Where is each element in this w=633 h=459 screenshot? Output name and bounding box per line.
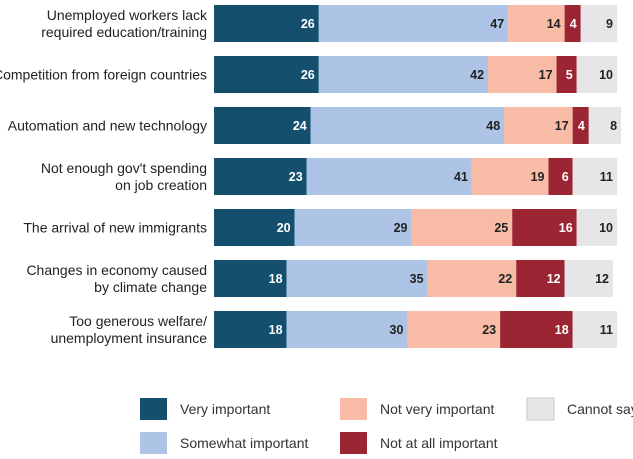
data-label: 25 (494, 221, 508, 235)
data-label: 18 (269, 323, 283, 337)
bar-segment-not-very-important (471, 158, 549, 195)
bar-segment-very-important (214, 311, 287, 348)
bar-segment-cannot-say (576, 209, 617, 246)
data-label: 14 (547, 17, 561, 31)
bar-segment-very-important (214, 5, 319, 42)
legend-swatch-not-very-important (340, 398, 367, 420)
bar-segment-cannot-say (576, 56, 617, 93)
category-label: Unemployed workers lack required educatio… (41, 7, 208, 40)
data-label: 48 (486, 119, 500, 133)
category-label: The arrival of new immigrants (23, 220, 207, 236)
category-labels: Unemployed workers lack required educatio… (0, 7, 208, 346)
legend-swatch-very-important (140, 398, 167, 420)
bar-segment-somewhat-important (318, 5, 509, 42)
legend-label-somewhat-important: Somewhat important (180, 435, 309, 451)
data-label: 16 (559, 221, 573, 235)
bar-segment-somewhat-important (286, 311, 408, 348)
data-label: 30 (390, 323, 404, 337)
bar-segment-not-very-important (504, 107, 573, 144)
data-label: 11 (600, 170, 613, 184)
data-label: 18 (555, 323, 569, 337)
bar-segment-cannot-say (588, 107, 622, 144)
data-label: 29 (394, 221, 408, 235)
data-label: 23 (482, 323, 496, 337)
category-label: Not enough gov't spending on job creation (41, 160, 207, 193)
data-label: 4 (578, 119, 585, 133)
data-label: 20 (277, 221, 291, 235)
data-label: 24 (293, 119, 307, 133)
category-label: Too generous welfare/unemployment insura… (51, 313, 208, 346)
data-label: 12 (595, 272, 609, 286)
data-label: 26 (301, 17, 315, 31)
data-label: 10 (599, 221, 613, 235)
bar-segment-somewhat-important (294, 209, 412, 246)
data-label: 22 (498, 272, 512, 286)
category-label: Competition from foreign countries (0, 67, 207, 83)
data-label: 9 (606, 17, 613, 31)
bar-segment-very-important (214, 260, 287, 297)
bar-segment-somewhat-important (310, 107, 505, 144)
category-label: Changes in economy caused by climate chan… (26, 262, 207, 295)
data-label: 4 (570, 17, 577, 31)
bar-segment-not-very-important (407, 311, 501, 348)
bar-segment-not-at-all-important (556, 56, 577, 93)
category-label: Automation and new technology (8, 118, 207, 134)
data-label: 18 (269, 272, 283, 286)
data-label: 19 (531, 170, 545, 184)
bar-segment-not-at-all-important (516, 260, 565, 297)
bar-segment-not-at-all-important (572, 107, 589, 144)
bar-segment-somewhat-important (318, 56, 489, 93)
legend-swatch-not-at-all-important (340, 432, 367, 454)
bar-segment-very-important (214, 209, 295, 246)
bar-segment-cannot-say (580, 5, 617, 42)
bar-segment-somewhat-important (306, 158, 472, 195)
legend-label-cannot-say: Cannot say (567, 401, 633, 417)
data-label: 35 (410, 272, 424, 286)
data-label: 26 (301, 68, 315, 82)
bar-segment-somewhat-important (286, 260, 428, 297)
data-label: 11 (600, 323, 613, 337)
data-label: 6 (562, 170, 569, 184)
bar-segment-not-very-important (427, 260, 517, 297)
data-label: 23 (289, 170, 303, 184)
legend-label-not-at-all-important: Not at all important (380, 435, 498, 451)
bar-segment-not-very-important (508, 5, 565, 42)
data-label: 42 (470, 68, 484, 82)
legend-label-very-important: Very important (180, 401, 270, 417)
bar-segment-not-at-all-important (500, 311, 573, 348)
legend-swatch-cannot-say (526, 397, 555, 421)
data-label: 10 (599, 68, 613, 82)
data-label: 41 (454, 170, 468, 184)
bar-segment-very-important (214, 56, 319, 93)
data-label: 5 (566, 68, 573, 82)
bar-segment-not-very-important (411, 209, 513, 246)
data-label: 12 (547, 272, 561, 286)
bar-segment-very-important (214, 158, 307, 195)
legend-label-not-very-important: Not very important (380, 401, 494, 417)
legend-swatch-somewhat-important (140, 432, 167, 454)
bar-segment-very-important (214, 107, 311, 144)
legend: Very important Somewhat important Not very… (140, 397, 633, 454)
bar-segment-cannot-say (564, 260, 613, 297)
bar-segment-cannot-say (572, 311, 617, 348)
data-label: 47 (490, 17, 504, 31)
data-label: 17 (539, 68, 553, 82)
bar-segment-not-at-all-important (512, 209, 577, 246)
data-label: 8 (610, 119, 617, 133)
bar-segment-not-at-all-important (548, 158, 573, 195)
data-label: 17 (555, 119, 569, 133)
bar-segment-not-at-all-important (564, 5, 581, 42)
bar-segment-not-very-important (488, 56, 557, 93)
bar-segment-cannot-say (572, 158, 617, 195)
